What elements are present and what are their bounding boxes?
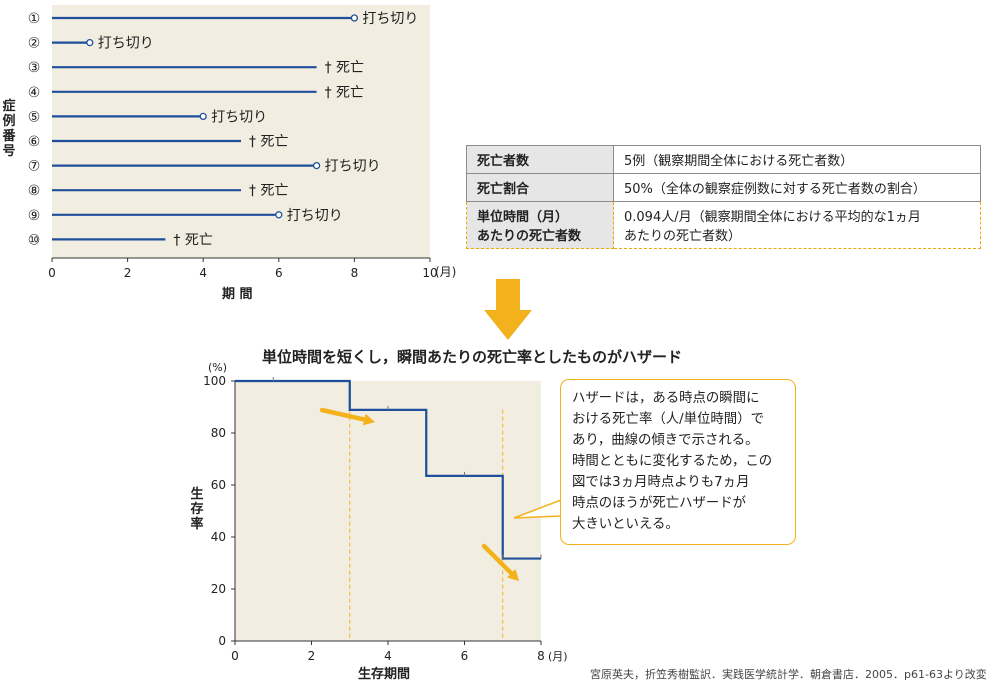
case-event-label: † 死亡	[325, 60, 364, 76]
x-tick-label: 8	[351, 266, 359, 280]
x-tick-label: 6	[275, 266, 283, 280]
x-tick-label: 10	[422, 266, 437, 280]
survival-x-axis-label: 生存期間	[358, 666, 410, 682]
table-value-cell: 5例（観察期間全体における死亡者数）	[613, 145, 981, 174]
timeline-y-axis-label: 症例番号	[1, 98, 16, 159]
survival-y-unit: (%)	[208, 361, 227, 374]
case-number-label: ⑤	[28, 109, 41, 125]
callout-line: あり，曲線の傾きで示される。	[572, 433, 759, 448]
callout-line: おける死亡率（人/単位時間）で	[572, 412, 764, 427]
censor-marker	[199, 112, 207, 121]
hazard-arrow-icon	[481, 543, 519, 581]
x-tick-label: 4	[384, 649, 392, 663]
y-tick-label: 40	[211, 530, 226, 544]
timeline-x-unit: (月)	[435, 265, 456, 279]
case-event-label: 打ち切り	[98, 35, 154, 52]
callout-line: 図では3ヵ月時点よりも7ヵ月	[572, 475, 750, 490]
censor-marker	[350, 14, 359, 22]
table-header-cell: 死亡者数	[466, 145, 614, 174]
y-label-char: 例	[2, 113, 15, 129]
y-tick-label: 60	[211, 478, 226, 492]
mortality-summary-table: 死亡者数 5例（観察期間全体における死亡者数） 死亡割合 50%（全体の観察症例…	[466, 145, 981, 249]
x-tick-label: 2	[124, 266, 132, 280]
survival-step-curve	[235, 379, 541, 560]
case-number-label: ④	[28, 85, 41, 101]
source-citation: 宮原英夫，折笠秀樹監訳．実践医学統計学．朝倉書店．2005．p61-63より改変	[590, 668, 987, 681]
case-event-label: † 死亡	[249, 183, 288, 199]
x-tick-label: 2	[308, 649, 316, 663]
table-header-cell: 死亡割合	[466, 173, 614, 202]
case-number-label: ⑨	[28, 208, 41, 224]
y-label-char: 存	[190, 501, 203, 517]
survival-curve-chart: 0 20 40 60 80 100 0 2 4 6 8 (%) (月) 生存率 生存期間	[190, 361, 567, 682]
survival-y-axis-label: 生存率	[190, 486, 203, 532]
y-tick-label: 20	[211, 582, 226, 596]
callout-line: 時点のほうが死亡ハザードが	[572, 496, 747, 511]
y-label-char: 号	[2, 144, 15, 159]
case-event-label: † 死亡	[249, 134, 288, 150]
hazard-heading: 単位時間を短くし，瞬間あたりの死亡率としたものがハザード	[262, 348, 683, 366]
table-header-cell: 単位時間（月） あたりの死亡者数	[466, 201, 614, 249]
case-number-label: ⑧	[28, 183, 41, 199]
y-tick-label: 100	[203, 374, 226, 388]
case-event-label: 打ち切り	[325, 158, 381, 175]
callout-line: 時間とともに変化するため，この	[572, 454, 773, 469]
timeline-x-axis-label: 期 間	[222, 287, 253, 302]
case-number-label: ①	[28, 11, 41, 27]
value-line: 0.094人/月（観察期間全体における平均的な1ヵ月	[624, 210, 921, 225]
x-tick-label: 6	[461, 649, 469, 663]
y-label-char: 番	[1, 128, 16, 144]
y-label-char: 生	[190, 486, 203, 502]
case-event-label: 打ち切り	[362, 10, 418, 27]
callout-line: 大きいといえる。	[572, 517, 679, 532]
survival-plot-area	[235, 381, 541, 641]
hazard-arrow-icon	[319, 407, 375, 426]
case-event-label: 打ち切り	[287, 207, 343, 224]
table-row: 死亡割合 50%（全体の観察症例数に対する死亡者数の割合）	[466, 173, 981, 202]
value-line: あたりの死亡者数）	[624, 229, 742, 244]
case-event-label: † 死亡	[173, 232, 212, 248]
table-row-highlighted: 単位時間（月） あたりの死亡者数 0.094人/月（観察期間全体における平均的な…	[466, 201, 981, 249]
callout-line: ハザードは，ある時点の瞬間に	[572, 391, 760, 406]
case-event-label: † 死亡	[325, 85, 364, 101]
x-tick-label: 8	[537, 649, 545, 663]
x-tick-label: 0	[231, 649, 239, 663]
case-number-label: ③	[28, 60, 41, 76]
survival-x-unit: (月)	[548, 650, 568, 663]
censor-marker	[312, 161, 321, 170]
callout-pointer	[513, 499, 562, 519]
censor-marker	[275, 211, 283, 219]
y-tick-label: 80	[211, 426, 226, 440]
case-number-label: ⑦	[28, 159, 41, 175]
hazard-callout: ハザードは，ある時点の瞬間に おける死亡率（人/単位時間）で あり，曲線の傾きで…	[560, 379, 796, 545]
header-line: 単位時間（月）	[477, 210, 569, 225]
header-line: あたりの死亡者数	[477, 229, 582, 244]
y-label-char: 率	[190, 516, 203, 532]
table-value-cell: 0.094人/月（観察期間全体における平均的な1ヵ月 あたりの死亡者数）	[613, 201, 981, 249]
down-arrow-icon	[484, 279, 532, 340]
y-label-char: 症	[2, 98, 15, 114]
y-tick-label: 0	[218, 634, 226, 648]
case-number-label: ⑩	[28, 232, 41, 248]
table-row: 死亡者数 5例（観察期間全体における死亡者数）	[466, 145, 981, 174]
x-tick-label: 0	[48, 266, 56, 280]
case-number-label: ②	[28, 36, 41, 52]
case-number-label: ⑥	[28, 134, 41, 150]
x-tick-label: 4	[199, 266, 207, 280]
table-value-cell: 50%（全体の観察症例数に対する死亡者数の割合）	[613, 173, 981, 202]
censor-marker	[86, 38, 94, 47]
case-event-label: 打ち切り	[211, 108, 267, 125]
